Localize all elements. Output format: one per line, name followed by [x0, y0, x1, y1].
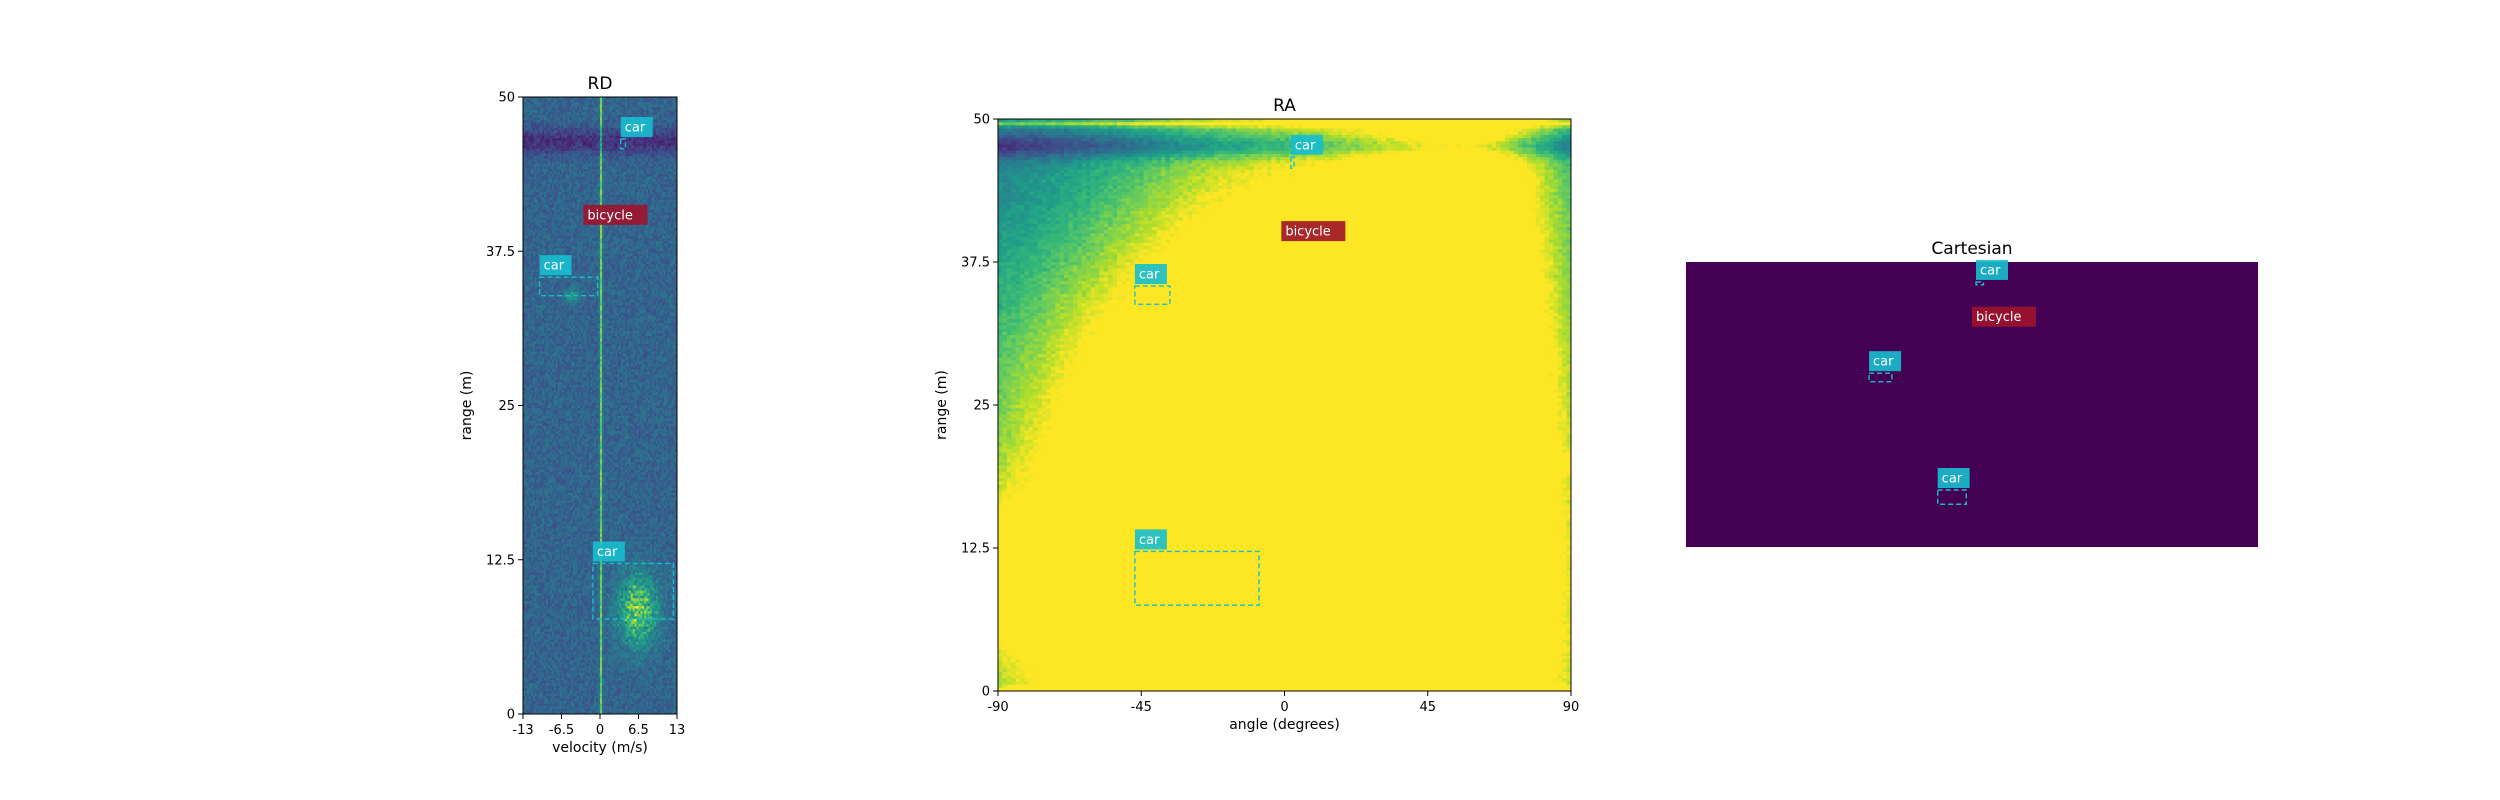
rd-detection-label-2: car	[544, 259, 565, 274]
ra-panel: RA -90 -45 0 45 90 0 12.5 25 37.5 50 angle (degrees…	[934, 96, 1579, 733]
rd-y-axis-label: range (m)	[459, 371, 475, 441]
ra-detection-label-0: car	[1295, 138, 1316, 153]
ra-title: RA	[1273, 96, 1296, 116]
cartesian-heatmap-image	[1686, 262, 2258, 547]
ra-y-tick-label: 12.5	[961, 542, 990, 557]
rd-detection-label-bg-2	[539, 255, 572, 276]
rd-x-tick-label: 0	[596, 723, 604, 738]
rd-detection-label-0: car	[625, 120, 646, 135]
ra-detection-label-2: car	[1139, 268, 1160, 283]
ra-detection-box-0	[1290, 156, 1295, 169]
rd-x-tick-label: -13	[512, 723, 533, 738]
rd-y-tick-label: 12.5	[486, 553, 515, 568]
rd-y-tick-label: 50	[498, 91, 515, 106]
rd-detection-label-bg-3	[592, 541, 625, 562]
cartesian-detection-label-bg-0	[1976, 259, 2009, 280]
ra-detection-label-bg-2	[1134, 264, 1167, 285]
rd-detection-box-0	[620, 138, 627, 150]
ra-detection-label-bg-1	[1281, 221, 1346, 242]
rd-y-tick-label: 37.5	[486, 245, 515, 260]
cartesian-detection-label-2: car	[1873, 355, 1894, 370]
rd-detection-label-bg-1	[583, 204, 648, 225]
rd-detection-box-2	[538, 276, 599, 297]
ra-y-axis-label: range (m)	[934, 370, 950, 440]
ra-detection-label-1: bicycle	[1285, 225, 1330, 240]
rd-x-axis-label: velocity (m/s)	[552, 740, 648, 756]
rd-panel: RD -13 -6.5 0 6.5 13 0 12.5 25 37.5 50 velocity (m/…	[459, 74, 685, 756]
rd-x-tick-label: -6.5	[549, 723, 574, 738]
ra-detection-box-2	[1134, 285, 1171, 306]
ra-y-tick-label: 0	[982, 685, 990, 700]
ra-y-tick-label: 25	[973, 399, 990, 414]
cartesian-detection-box-3	[1936, 489, 1967, 505]
cartesian-detection-label-3: car	[1942, 472, 1963, 487]
ra-x-tick-label: -90	[987, 700, 1008, 715]
cartesian-detection-label-0: car	[1980, 263, 2001, 278]
ra-detection-label-3: car	[1139, 533, 1160, 548]
cartesian-detection-label-bg-3	[1937, 468, 1970, 488]
rd-x-tick-label: 6.5	[628, 723, 649, 738]
cartesian-detection-label-bg-1	[1972, 306, 2036, 327]
ra-detection-label-bg-0	[1290, 134, 1323, 155]
rd-detection-label-1: bicycle	[587, 208, 632, 223]
ra-heatmap-image	[998, 119, 1571, 691]
cartesian-detection-label-1: bicycle	[1976, 310, 2021, 325]
ra-y-tick-label: 37.5	[961, 256, 990, 271]
rd-y-tick-label: 0	[507, 708, 515, 723]
rd-detection-label-bg-0	[620, 116, 653, 137]
cartesian-detection-box-0	[1975, 281, 1985, 286]
ra-y-tick-label: 50	[973, 113, 990, 128]
ra-x-axis-label: angle (degrees)	[1229, 717, 1340, 733]
ra-detection-label-bg-3	[1134, 529, 1167, 550]
cartesian-panel: Cartesian car bicycle car car	[1686, 239, 2258, 547]
cartesian-detection-box-2	[1868, 372, 1893, 383]
rd-x-tick-label: 13	[669, 723, 686, 738]
ra-x-tick-label: -45	[1131, 700, 1152, 715]
cartesian-title: Cartesian	[1931, 239, 2012, 259]
rd-heatmap-image	[523, 97, 677, 714]
cartesian-detection-label-bg-2	[1869, 351, 1902, 372]
ra-x-tick-label: 45	[1419, 700, 1436, 715]
rd-detection-label-3: car	[597, 545, 618, 560]
rd-detection-box-3	[592, 562, 675, 620]
ra-x-tick-label: 90	[1563, 700, 1580, 715]
ra-x-tick-label: 0	[1280, 700, 1288, 715]
rd-title: RD	[588, 74, 613, 94]
ra-detection-box-3	[1134, 550, 1260, 606]
rd-y-tick-label: 25	[498, 399, 515, 414]
